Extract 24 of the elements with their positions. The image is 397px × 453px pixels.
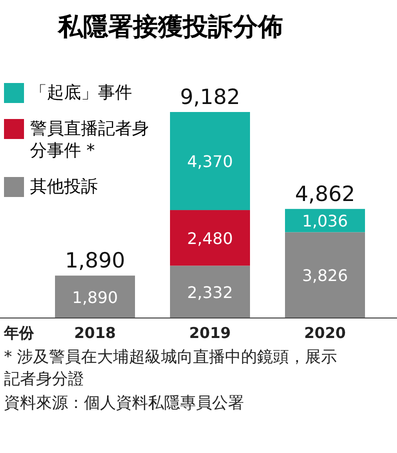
data-label: 2,480 [187, 228, 233, 248]
x-axis-title: 年份 [3, 324, 35, 342]
legend-label: 其他投訴 [30, 176, 99, 198]
bar [285, 232, 365, 318]
data-label: 1,890 [72, 288, 118, 307]
legend-label: 警員直播記者身分事件 * [30, 118, 150, 162]
bar [170, 266, 250, 318]
total-label: 1,890 [64, 248, 126, 273]
chart-title: 私隱署接獲投訴分佈 [58, 11, 283, 43]
source-note: 資料來源：個人資料私隱專員公署 [4, 392, 245, 414]
data-label: 1,036 [302, 212, 348, 231]
data-label: 4,370 [187, 152, 233, 172]
x-tick-label: 2019 [189, 324, 231, 342]
total-label: 4,862 [294, 182, 356, 206]
bar [170, 210, 250, 266]
total-label: 9,182 [180, 85, 240, 109]
legend-label: 「起底」事件 [30, 82, 133, 104]
data-label: 2,332 [187, 282, 233, 302]
bar [170, 112, 250, 210]
text: * 涉及警員在大埔超級城向直播中的鏡頭，展示記者身分證 [4, 346, 338, 390]
x-tick-label: 2020 [304, 324, 346, 342]
x-tick-label: 2018 [74, 324, 116, 342]
bar [55, 276, 135, 318]
data-label: 3,826 [302, 266, 348, 286]
